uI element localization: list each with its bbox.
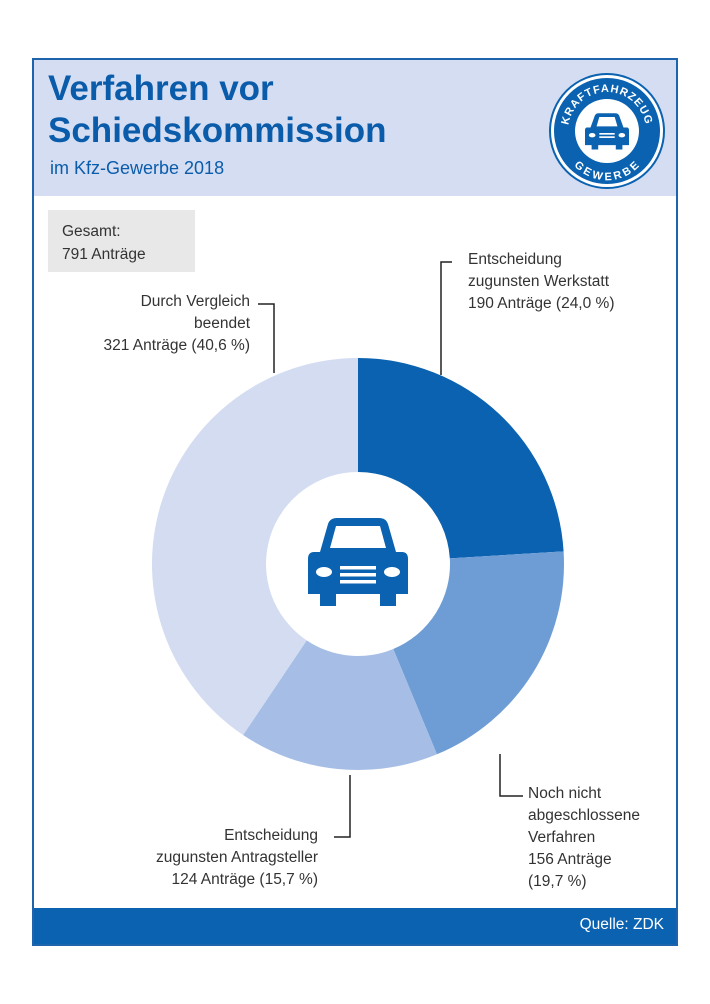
leader-line-antragsteller [334,775,351,838]
leader-line-werkstatt [440,261,452,375]
slice-vergleich [152,358,358,735]
slice-werkstatt [358,358,564,559]
slice-label-vergleich-line-1: Durch Vergleich [140,293,250,310]
slice-label-antragsteller-line-1: Entscheidung [224,827,318,844]
chart-slices [152,358,564,770]
slice-label-werkstatt-line-1: Entscheidung [468,251,562,268]
kfz-gewerbe-logo: KRAFTFAHRZEUG GEWERBE [549,73,665,189]
slice-label-offen-percent: (19,7 %) [528,873,587,890]
slice-label-werkstatt-value: 190 Anträge (24,0 %) [468,295,615,312]
slice-label-vergleich: Durch Vergleich beendet 321 Anträge (40,… [104,291,251,357]
slice-label-antragsteller-value: 124 Anträge (15,7 %) [171,871,319,888]
infographic-frame: Verfahren vor Schiedskommission im Kfz-G… [32,58,678,946]
leader-line-vergleich [258,303,275,373]
donut-chart [152,261,564,838]
footer-bar: Quelle: ZDK [34,908,676,944]
center-car-icon [308,518,408,606]
slice-label-antragsteller: Entscheidung zugunsten Antragsteller 124… [156,825,318,891]
slice-label-offen: Noch nicht abgeschlossene Verfahren 156 … [528,783,640,893]
total-box: Gesamt: 791 Anträge [48,210,195,272]
slice-label-offen-line-1: Noch nicht [528,785,602,802]
total-value: 791 Anträge [62,246,146,263]
chart-leader-lines [258,261,523,838]
slice-offen [393,551,564,755]
slice-label-offen-line-2: abgeschlossene [528,807,641,824]
slice-label-antragsteller-line-2: zugunsten Antragsteller [156,849,318,866]
slice-label-werkstatt-line-2: zugunsten Werkstatt [468,273,610,290]
header: Verfahren vor Schiedskommission im Kfz-G… [34,60,676,196]
page-title: Verfahren vor Schiedskommission [48,69,387,150]
slice-antragsteller [243,640,437,770]
slice-label-offen-value: 156 Anträge [528,851,612,868]
total-label: Gesamt: [62,223,121,240]
source-note: Quelle: ZDK [579,916,664,933]
slice-label-offen-line-3: Verfahren [528,829,596,846]
slice-label-vergleich-value: 321 Anträge (40,6 %) [103,337,251,354]
leader-line-offen [499,754,523,797]
slice-label-werkstatt: Entscheidung zugunsten Werkstatt 190 Ant… [468,249,615,315]
slice-label-vergleich-line-2: beendet [193,315,250,332]
logo-car-icon [585,113,629,150]
page-subtitle: im Kfz-Gewerbe 2018 [50,158,225,178]
